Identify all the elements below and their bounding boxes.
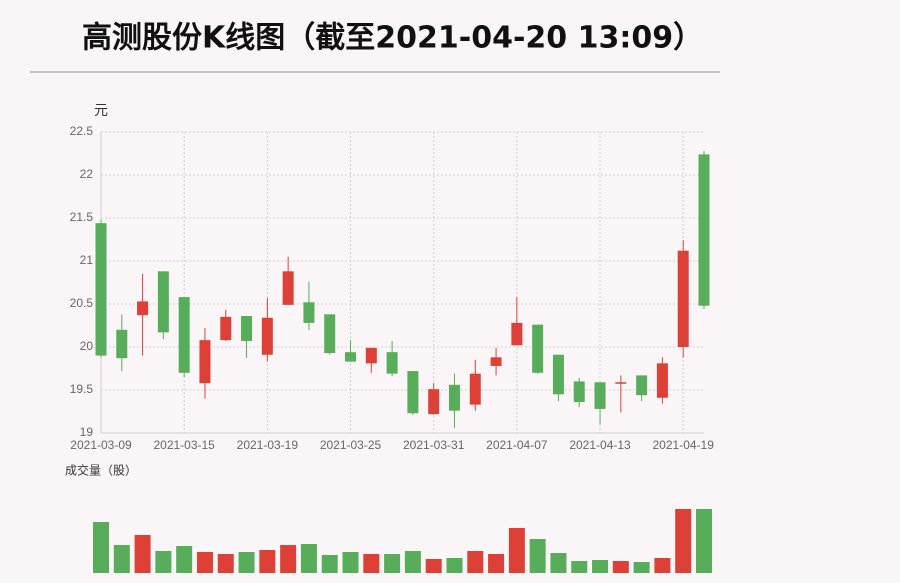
volume-bar [93, 522, 109, 573]
y-tick-label: 20 [80, 339, 94, 353]
candle-body [594, 382, 606, 409]
candle-body [261, 317, 273, 355]
volume-bar [113, 545, 130, 573]
y-tick-label: 22.5 [70, 124, 94, 138]
x-tick-label: 2021-03-25 [320, 438, 382, 452]
candle-body [220, 316, 232, 341]
candle-body [386, 352, 398, 374]
volume-bar [425, 559, 442, 573]
candle-body [324, 314, 336, 354]
candle-body [552, 354, 564, 395]
candle-body [490, 357, 502, 366]
candle-body [241, 316, 253, 341]
candle-body [95, 223, 107, 356]
volume-bar [217, 554, 234, 573]
candle-body [157, 271, 169, 333]
y-tick-label: 19.5 [70, 382, 94, 396]
candle-body [178, 297, 190, 373]
volume-bar [134, 535, 151, 573]
x-tick-label: 2021-03-31 [403, 438, 465, 452]
candle-body [677, 250, 689, 347]
volume-bar [612, 561, 629, 573]
volume-bar [696, 509, 712, 573]
volume-bar [342, 552, 359, 573]
candle-body [199, 340, 211, 384]
volume-bar [529, 539, 546, 573]
chart-title: 高测股份K线图（截至2021-04-20 13:09） [82, 21, 703, 56]
volume-bar [363, 554, 380, 573]
candle-body [698, 154, 710, 306]
candle-body [636, 375, 648, 396]
candle-body [365, 347, 377, 364]
x-tick-label: 2021-03-09 [70, 438, 132, 452]
y-axis-unit: 元 [94, 103, 108, 119]
volume-bar [675, 509, 692, 573]
volume-bar [155, 551, 172, 573]
candle-body [532, 324, 544, 373]
volume-bar [238, 552, 255, 573]
candle-body [615, 382, 627, 384]
volume-bar [508, 528, 525, 573]
y-tick-label: 20.5 [70, 296, 94, 310]
y-tick-label: 21 [80, 253, 94, 267]
volume-bar [633, 562, 650, 573]
candle-body [407, 371, 419, 414]
candle-body [448, 384, 460, 411]
volume-bar [259, 550, 276, 573]
y-tick-label: 21.5 [70, 210, 94, 224]
x-tick-label: 2021-03-19 [237, 438, 299, 452]
candle-body [573, 381, 585, 403]
volume-bar [384, 554, 401, 573]
volume-bar [571, 561, 588, 573]
volume-label: 成交量（股） [65, 463, 137, 478]
candle-body [428, 389, 440, 415]
x-tick-label: 2021-04-13 [569, 438, 631, 452]
volume-bar [196, 552, 213, 573]
candle-body [469, 373, 481, 405]
volume-bar [488, 554, 505, 573]
volume-bar [592, 560, 609, 573]
x-tick-label: 2021-03-15 [153, 438, 215, 452]
volume-bar [300, 544, 317, 573]
candle-body [282, 271, 294, 305]
volume-bar [467, 551, 484, 573]
candle-body [656, 363, 668, 398]
candle-body [137, 301, 149, 316]
candle-body [511, 322, 523, 346]
volume-bar [446, 558, 463, 573]
y-tick-label: 19 [80, 425, 94, 439]
candle-body [116, 329, 128, 359]
volume-bar [280, 545, 297, 573]
volume-bar [550, 553, 567, 573]
x-tick-label: 2021-04-19 [653, 438, 715, 452]
x-tick-label: 2021-04-07 [486, 438, 548, 452]
volume-bar [321, 555, 338, 573]
candle-body [303, 302, 315, 323]
volume-bar [654, 558, 671, 573]
y-tick-label: 22 [80, 167, 94, 181]
candle-body [345, 352, 357, 362]
volume-bar [404, 551, 421, 573]
volume-bar [176, 546, 193, 573]
